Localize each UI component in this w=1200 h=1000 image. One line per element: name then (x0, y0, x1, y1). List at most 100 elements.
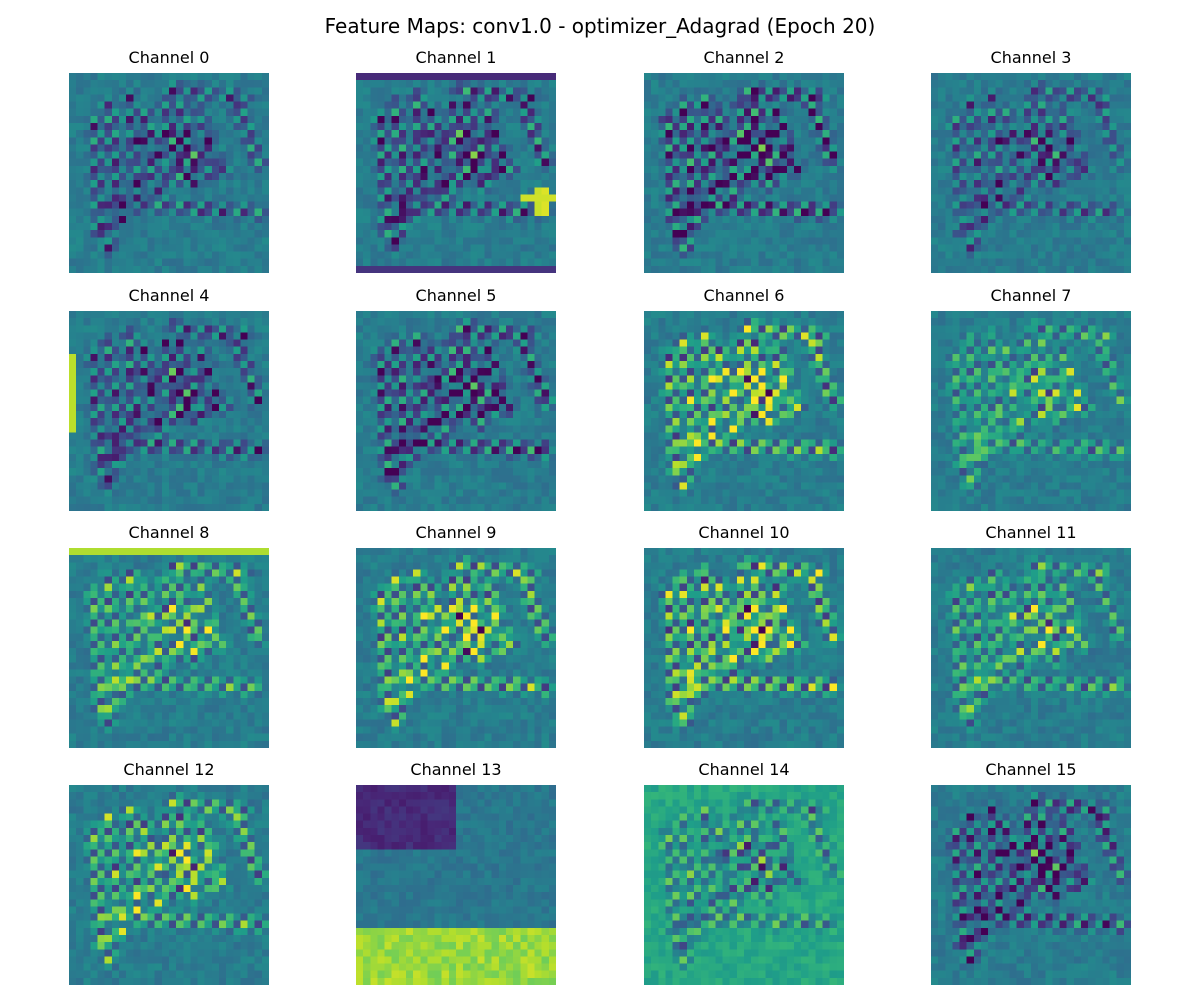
heatmap-cell (391, 432, 400, 440)
heatmap-cell (715, 108, 723, 117)
heatmap-cell (226, 158, 234, 167)
heatmap-cell (247, 503, 255, 511)
heatmap-cell (1038, 101, 1046, 109)
heatmap-cell (420, 194, 428, 202)
heatmap-cell (254, 144, 263, 152)
heatmap-cell (261, 151, 269, 159)
heatmap-cell (548, 461, 556, 469)
heatmap-cell (240, 251, 248, 259)
heatmap-cell (786, 130, 795, 138)
heatmap-cell (133, 137, 141, 145)
heatmap-cell (484, 223, 492, 231)
heatmap-cell (772, 201, 780, 209)
heatmap-cell (384, 475, 392, 483)
heatmap-cell (498, 101, 507, 109)
heatmap-cell (370, 265, 378, 273)
heatmap-cell (729, 353, 738, 362)
heatmap-cell (377, 80, 385, 88)
heatmap-cell (161, 389, 170, 397)
heatmap-cell (254, 503, 263, 511)
heatmap-cell (988, 194, 996, 202)
heatmap-cell (111, 468, 120, 476)
heatmap-cell (708, 325, 716, 333)
heatmap-cell (966, 158, 975, 167)
heatmap-cell (1038, 137, 1046, 145)
heatmap-cell (765, 208, 773, 217)
heatmap-cell (1052, 144, 1060, 152)
heatmap-cell (104, 425, 113, 433)
heatmap-cell (406, 115, 414, 124)
heatmap-cell (111, 403, 120, 412)
heatmap-cell (729, 180, 738, 188)
heatmap-cell (981, 244, 989, 252)
heatmap-cell (736, 215, 745, 224)
heatmap-cell (1066, 173, 1075, 181)
heatmap-cell (119, 87, 127, 95)
heatmap-cell (498, 446, 507, 455)
heatmap-cell (147, 151, 155, 159)
heatmap-cell (247, 130, 255, 138)
heatmap-cell (104, 87, 113, 95)
heatmap-cell (686, 325, 695, 333)
heatmap-cell (527, 173, 535, 181)
heatmap-cell (441, 173, 450, 181)
heatmap-cell (1088, 244, 1096, 252)
heatmap-cell (126, 411, 134, 419)
heatmap-cell (836, 201, 844, 209)
heatmap-cell (548, 108, 556, 117)
heatmap-cell (448, 223, 457, 231)
heatmap-cell (119, 382, 127, 390)
heatmap-cell (470, 468, 478, 476)
heatmap-cell (211, 468, 220, 476)
heatmap-cell (377, 418, 385, 426)
heatmap-cell (808, 361, 816, 369)
heatmap-cell (672, 332, 680, 340)
heatmap-cell (254, 368, 263, 376)
heatmap-cell (226, 468, 234, 476)
heatmap-cell (801, 258, 809, 267)
heatmap-cell (822, 87, 830, 95)
heatmap-cell (527, 332, 535, 340)
heatmap-cell (736, 318, 745, 326)
heatmap-cell (679, 73, 688, 81)
heatmap-cell (722, 130, 730, 138)
heatmap-cell (356, 346, 364, 355)
heatmap-cell (679, 80, 688, 88)
heatmap-cell (363, 353, 371, 362)
heatmap-cell (679, 137, 688, 145)
heatmap-cell (744, 368, 752, 376)
heatmap-cell (183, 151, 191, 159)
heatmap-cell (197, 461, 205, 469)
heatmap-cell (815, 180, 823, 188)
heatmap-cell (484, 411, 492, 419)
heatmap-cell (154, 396, 163, 405)
heatmap-cell (658, 346, 666, 355)
heatmap-cell (190, 130, 198, 138)
heatmap-cell (254, 208, 263, 217)
heatmap-cell (1016, 173, 1025, 181)
heatmap-cell (434, 418, 442, 426)
heatmap-cell (111, 503, 120, 511)
heatmap-cell (356, 425, 364, 433)
heatmap-cell (356, 194, 364, 202)
heatmap-cell (736, 194, 745, 202)
heatmap-cell (133, 108, 141, 117)
heatmap-cell (434, 194, 442, 202)
heatmap-cell (111, 230, 120, 238)
heatmap-cell (133, 244, 141, 252)
heatmap-cell (97, 144, 105, 152)
heatmap-cell (808, 94, 816, 102)
heatmap-cell (534, 215, 542, 224)
heatmap-cell (133, 237, 141, 245)
heatmap-cell (1002, 80, 1010, 88)
heatmap-cell (981, 87, 989, 95)
heatmap-cell (247, 382, 255, 390)
heatmap-cell (534, 144, 542, 152)
heatmap-cell (1002, 223, 1010, 231)
heatmap-cell (356, 101, 364, 109)
heatmap-cell (254, 432, 263, 440)
heatmap-cell (1088, 87, 1096, 95)
heatmap-cell (413, 439, 421, 447)
heatmap-cell (434, 503, 442, 511)
heatmap-cell (658, 208, 666, 217)
